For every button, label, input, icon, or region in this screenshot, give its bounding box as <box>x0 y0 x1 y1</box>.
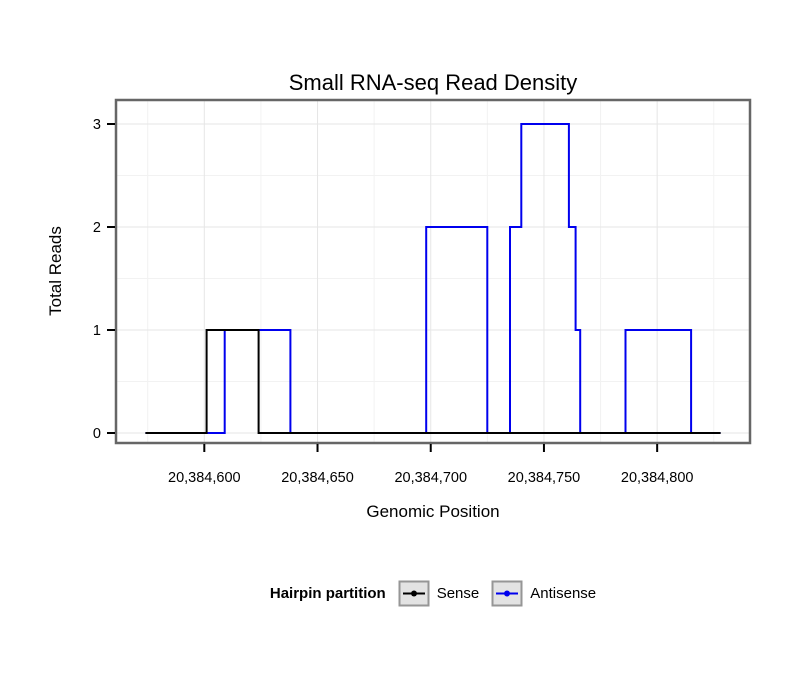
x-tick-label: 20,384,600 <box>168 470 241 486</box>
legend-item-antisense: Antisense <box>491 580 596 607</box>
legend-label-sense: Sense <box>436 584 480 602</box>
y-axis-label: Total Reads <box>46 226 65 316</box>
x-tick-label: 20,384,700 <box>394 470 467 486</box>
legend-key-antisense-icon <box>491 580 523 606</box>
x-tick-label: 20,384,750 <box>508 470 581 486</box>
legend-title: Hairpin partition <box>269 584 386 602</box>
y-tick-label: 2 <box>93 220 101 236</box>
series-line-sense <box>145 329 721 434</box>
series-line-antisense <box>145 123 721 434</box>
legend-key-dot <box>410 590 417 596</box>
legend-key-dot <box>504 590 511 596</box>
panel-border <box>114 98 752 445</box>
x-tick-label: 20,384,800 <box>621 470 694 486</box>
x-tick-label: 20,384,650 <box>281 470 354 486</box>
legend-label-antisense: Antisense <box>530 584 597 602</box>
legend: Hairpin partition Sense Antisense <box>116 578 750 608</box>
chart-title: Small RNA-seq Read Density <box>288 70 578 95</box>
y-tick-label: 1 <box>93 323 101 339</box>
y-tick-label: 0 <box>93 426 101 442</box>
x-axis-label: Genomic Position <box>366 502 500 521</box>
plot-panel <box>116 100 750 443</box>
legend-key-sense-icon <box>398 580 430 606</box>
y-tick-label: 3 <box>93 117 101 133</box>
legend-item-sense: Sense <box>398 580 480 607</box>
